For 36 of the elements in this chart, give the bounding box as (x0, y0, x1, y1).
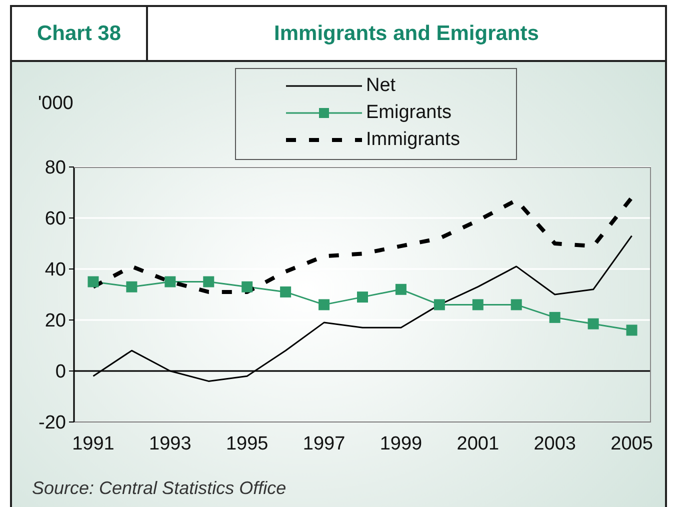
point (472, 299, 484, 310)
point (626, 324, 638, 336)
legend-label: Net (366, 74, 396, 96)
point (588, 318, 599, 330)
point (203, 276, 214, 288)
point (164, 276, 176, 288)
point (549, 312, 560, 323)
source-note: Source: Central Statistics Office (32, 478, 286, 499)
point (434, 299, 445, 310)
point (510, 299, 522, 310)
x-tick-label: 2001 (456, 433, 500, 454)
y-axis-title: '000 (38, 93, 74, 115)
caption: Chart 38 (36, 22, 122, 46)
x-tick-label: 1997 (302, 433, 346, 454)
point (280, 286, 292, 298)
y-tick-label: 0 (55, 362, 66, 383)
y-tick-label: 60 (44, 208, 66, 230)
y-tick-label: 40 (44, 260, 66, 281)
x-tick-label: 2005 (610, 433, 653, 454)
y-tick-label: 80 (44, 158, 66, 179)
point (88, 276, 99, 288)
x-tick-label: 1995 (226, 433, 268, 454)
y-tick-label: 20 (44, 310, 66, 332)
chart-title: Immigrants and Emigrants (274, 22, 539, 46)
legend-label: Immigrants (366, 128, 460, 150)
point (126, 281, 138, 292)
x-tick-label: 1993 (149, 433, 192, 454)
legend-label: Emigrants (366, 102, 452, 124)
point (395, 284, 406, 295)
x-tick-label: 2003 (534, 433, 576, 454)
y-tick-label: -20 (38, 412, 66, 434)
point (318, 299, 330, 310)
x-tick-label: 1999 (380, 433, 422, 454)
point (357, 292, 368, 303)
x-tick-label: 1991 (72, 433, 114, 454)
point (242, 281, 253, 292)
